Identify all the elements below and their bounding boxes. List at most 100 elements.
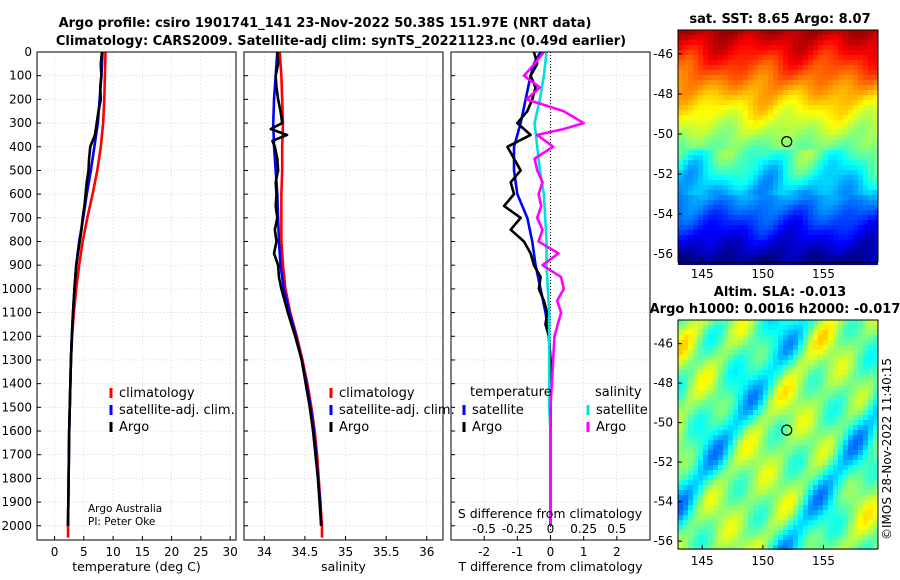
heatmap-cell (823, 60, 828, 65)
heatmap-cell (733, 75, 738, 80)
heatmap-cell (748, 395, 753, 400)
heatmap-cell (698, 180, 703, 185)
heatmap-cell (788, 510, 793, 515)
heatmap-cell (728, 490, 733, 495)
heatmap-cell (738, 50, 743, 55)
heatmap-cell (768, 415, 773, 420)
heatmap-cell (803, 170, 808, 175)
heatmap-cell (678, 220, 683, 225)
heatmap-cell (733, 460, 738, 465)
heatmap-cell (688, 205, 693, 210)
heatmap-cell (693, 160, 698, 165)
heatmap-cell (833, 375, 838, 380)
heatmap-cell (703, 390, 708, 395)
heatmap-cell (863, 495, 868, 500)
heatmap-cell (868, 380, 873, 385)
heatmap-cell (853, 240, 858, 245)
heatmap-cell (743, 65, 748, 70)
heatmap-cell (803, 360, 808, 365)
heatmap-cell (678, 205, 683, 210)
heatmap-cell (738, 325, 743, 330)
heatmap-cell (728, 355, 733, 360)
heatmap-cell (798, 190, 803, 195)
heatmap-cell (753, 480, 758, 485)
heatmap-cell (683, 175, 688, 180)
heatmap-cell (798, 185, 803, 190)
heatmap-cell (798, 535, 803, 540)
heatmap-cell (683, 485, 688, 490)
heatmap-cell (843, 95, 848, 100)
heatmap-cell (698, 425, 703, 430)
heatmap-cell (703, 445, 708, 450)
heatmap-cell (708, 370, 713, 375)
heatmap-cell (743, 55, 748, 60)
heatmap-cell (748, 345, 753, 350)
heatmap-cell (768, 125, 773, 130)
heatmap-cell (838, 245, 843, 250)
heatmap-cell (863, 105, 868, 110)
heatmap-cell (853, 355, 858, 360)
heatmap-cell (733, 360, 738, 365)
heatmap-cell (723, 445, 728, 450)
heatmap-cell (843, 115, 848, 120)
heatmap-cell (823, 195, 828, 200)
heatmap-cell (823, 545, 828, 550)
heatmap-cell (863, 215, 868, 220)
heatmap-cell (798, 540, 803, 545)
heatmap-cell (783, 55, 788, 60)
heatmap-cell (848, 470, 853, 475)
heatmap-cell (693, 325, 698, 330)
heatmap-cell (793, 495, 798, 500)
heatmap-cell (868, 65, 873, 70)
heatmap-cell (753, 490, 758, 495)
heatmap-cell (718, 365, 723, 370)
heatmap-cell (708, 150, 713, 155)
heatmap-cell (778, 420, 783, 425)
heatmap-cell (763, 520, 768, 525)
heatmap-cell (688, 545, 693, 550)
heatmap-cell (853, 520, 858, 525)
heatmap-cell (833, 195, 838, 200)
heatmap-cell (763, 95, 768, 100)
x-tick-label: 155 (812, 267, 835, 281)
heatmap-cell (853, 320, 858, 325)
heatmap-cell (863, 335, 868, 340)
heatmap-cell (688, 105, 693, 110)
heatmap-cell (838, 470, 843, 475)
sst-map-panel: 145 150 155-46-48-50-52-54-56 (653, 29, 879, 281)
heatmap-cell (803, 80, 808, 85)
heatmap-cell (863, 515, 868, 520)
heatmap-cell (728, 405, 733, 410)
heatmap-cell (733, 480, 738, 485)
heatmap-cell (868, 495, 873, 500)
heatmap-cell (868, 35, 873, 40)
heatmap-cell (778, 435, 783, 440)
heatmap-cell (728, 255, 733, 260)
heatmap-cell (678, 400, 683, 405)
heatmap-cell (808, 55, 813, 60)
heatmap-cell (678, 330, 683, 335)
heatmap-cell (833, 370, 838, 375)
heatmap-cell (768, 190, 773, 195)
heatmap-cell (858, 335, 863, 340)
heatmap-cell (733, 115, 738, 120)
heatmap-cell (833, 185, 838, 190)
heatmap-cell (763, 130, 768, 135)
heatmap-cell (843, 55, 848, 60)
heatmap-cell (703, 175, 708, 180)
heatmap-cell (693, 180, 698, 185)
heatmap-cell (848, 50, 853, 55)
heatmap-cell (708, 250, 713, 255)
heatmap-cell (763, 45, 768, 50)
heatmap-cell (863, 110, 868, 115)
heatmap-cell (743, 490, 748, 495)
heatmap-cell (853, 530, 858, 535)
heatmap-cell (713, 415, 718, 420)
heatmap-cell (763, 495, 768, 500)
heatmap-cell (763, 455, 768, 460)
heatmap-cell (843, 230, 848, 235)
heatmap-cell (868, 505, 873, 510)
heatmap-cell (703, 520, 708, 525)
heatmap-cell (693, 520, 698, 525)
heatmap-cell (853, 140, 858, 145)
